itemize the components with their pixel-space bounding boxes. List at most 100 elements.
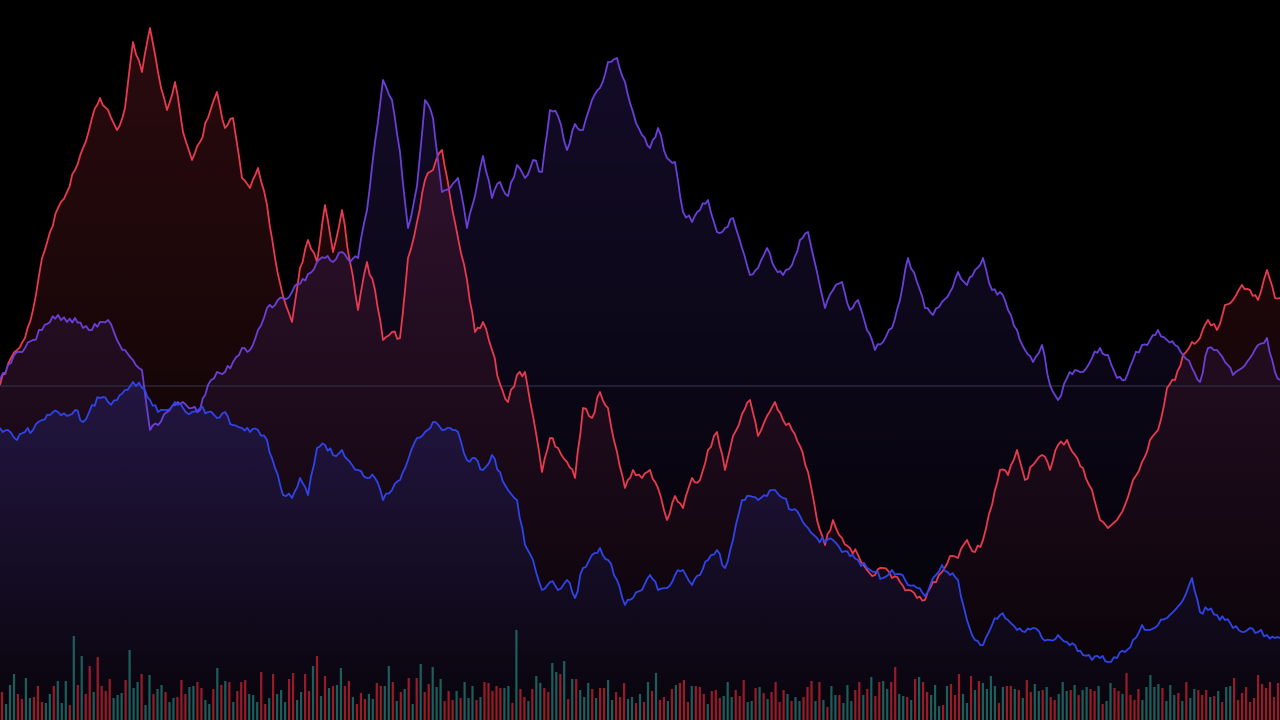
volume-bar	[766, 699, 769, 720]
volume-bar	[674, 685, 677, 720]
volume-bar	[264, 704, 267, 720]
volume-bar	[124, 680, 127, 720]
volume-bar	[654, 673, 658, 720]
volume-bar	[806, 687, 809, 720]
volume-bar	[778, 702, 781, 720]
volume-bar	[1041, 690, 1044, 720]
volume-bar	[1197, 690, 1200, 720]
volume-bar	[774, 682, 777, 720]
volume-bar	[44, 703, 47, 720]
volume-bar	[906, 697, 909, 720]
volume-bar	[890, 682, 893, 720]
volume-bar	[335, 685, 339, 720]
volume-bar	[292, 673, 295, 720]
volume-bar	[1137, 689, 1140, 720]
volume-bar	[1013, 689, 1016, 720]
volume-bar	[1077, 695, 1080, 720]
volume-bar	[1029, 692, 1032, 720]
volume-bar	[961, 694, 965, 720]
volume-bar	[375, 683, 378, 720]
volume-bar	[547, 692, 550, 720]
volume-bar	[244, 680, 247, 720]
volume-bar	[1045, 687, 1048, 720]
volume-bar	[957, 674, 961, 720]
volume-bar	[638, 694, 642, 720]
volume-bar	[160, 685, 163, 720]
volume-bar	[1129, 695, 1132, 720]
volume-bar	[200, 688, 203, 720]
volume-bar	[1061, 682, 1064, 720]
volume-bar	[284, 702, 287, 720]
volume-bar	[670, 689, 673, 720]
volume-bar	[802, 697, 805, 720]
volume-bar	[698, 687, 701, 720]
volume-bar	[762, 693, 765, 720]
volume-bar	[236, 691, 239, 720]
volume-bar	[714, 690, 717, 720]
volume-bar	[1037, 691, 1040, 720]
volume-bar	[347, 681, 350, 720]
volume-bar	[1245, 687, 1248, 720]
volume-bar	[722, 696, 725, 720]
volume-bar	[1049, 697, 1052, 720]
volume-bar	[726, 682, 729, 720]
volume-bar	[842, 703, 845, 720]
volume-bar	[619, 697, 622, 720]
volume-bar	[1117, 691, 1120, 720]
volume-bar	[603, 688, 606, 720]
volume-bar	[910, 700, 913, 720]
volume-bar	[300, 692, 303, 720]
volume-bar	[934, 685, 937, 720]
volume-bar	[331, 686, 335, 720]
volume-bar	[1157, 684, 1160, 720]
volume-bar	[949, 684, 953, 720]
volume-bar	[1101, 704, 1104, 720]
volume-bar	[108, 679, 111, 720]
volume-bar	[72, 636, 75, 720]
volume-bar	[168, 702, 171, 720]
volume-bar	[136, 682, 139, 720]
volume-bar	[447, 691, 450, 720]
volume-bar	[830, 686, 833, 720]
volume-bar	[742, 680, 745, 720]
volume-bar	[1233, 678, 1236, 720]
volume-bar	[1249, 702, 1252, 720]
volume-bar	[1181, 701, 1184, 720]
volume-bar	[323, 676, 327, 720]
volume-bar	[750, 701, 753, 720]
volume-bar	[391, 682, 394, 720]
volume-bar	[415, 678, 418, 720]
volume-bar	[180, 680, 183, 720]
volume-bar	[786, 694, 789, 720]
volume-bar	[359, 693, 362, 720]
volume-bar	[411, 704, 414, 720]
volume-bar	[985, 689, 988, 720]
volume-bar	[407, 678, 410, 720]
volume-bar	[427, 684, 430, 720]
volume-bar	[1237, 700, 1240, 720]
volume-bar	[591, 689, 594, 720]
volume-bar	[1069, 690, 1072, 720]
volume-bar	[583, 697, 586, 720]
volume-bar	[854, 690, 857, 720]
volume-bar	[1253, 698, 1256, 720]
volume-bar	[1065, 691, 1068, 720]
volume-bar	[567, 699, 570, 720]
volume-bar	[1161, 688, 1164, 720]
volume-bar	[272, 674, 275, 720]
series-line-2	[0, 57, 1280, 431]
volume-bar	[487, 683, 490, 720]
volume-bar	[1121, 694, 1124, 720]
volume-bar	[319, 696, 323, 720]
volume-bar	[1169, 685, 1172, 720]
volume-bar	[850, 701, 853, 720]
volume-bar	[495, 686, 498, 720]
volume-bar	[898, 694, 901, 720]
volume-bar	[587, 683, 590, 720]
volume-bar	[252, 695, 255, 720]
volume-bar	[782, 690, 785, 720]
volume-bar	[307, 691, 311, 720]
volume-bar	[60, 703, 63, 720]
volume-bar	[260, 672, 263, 720]
